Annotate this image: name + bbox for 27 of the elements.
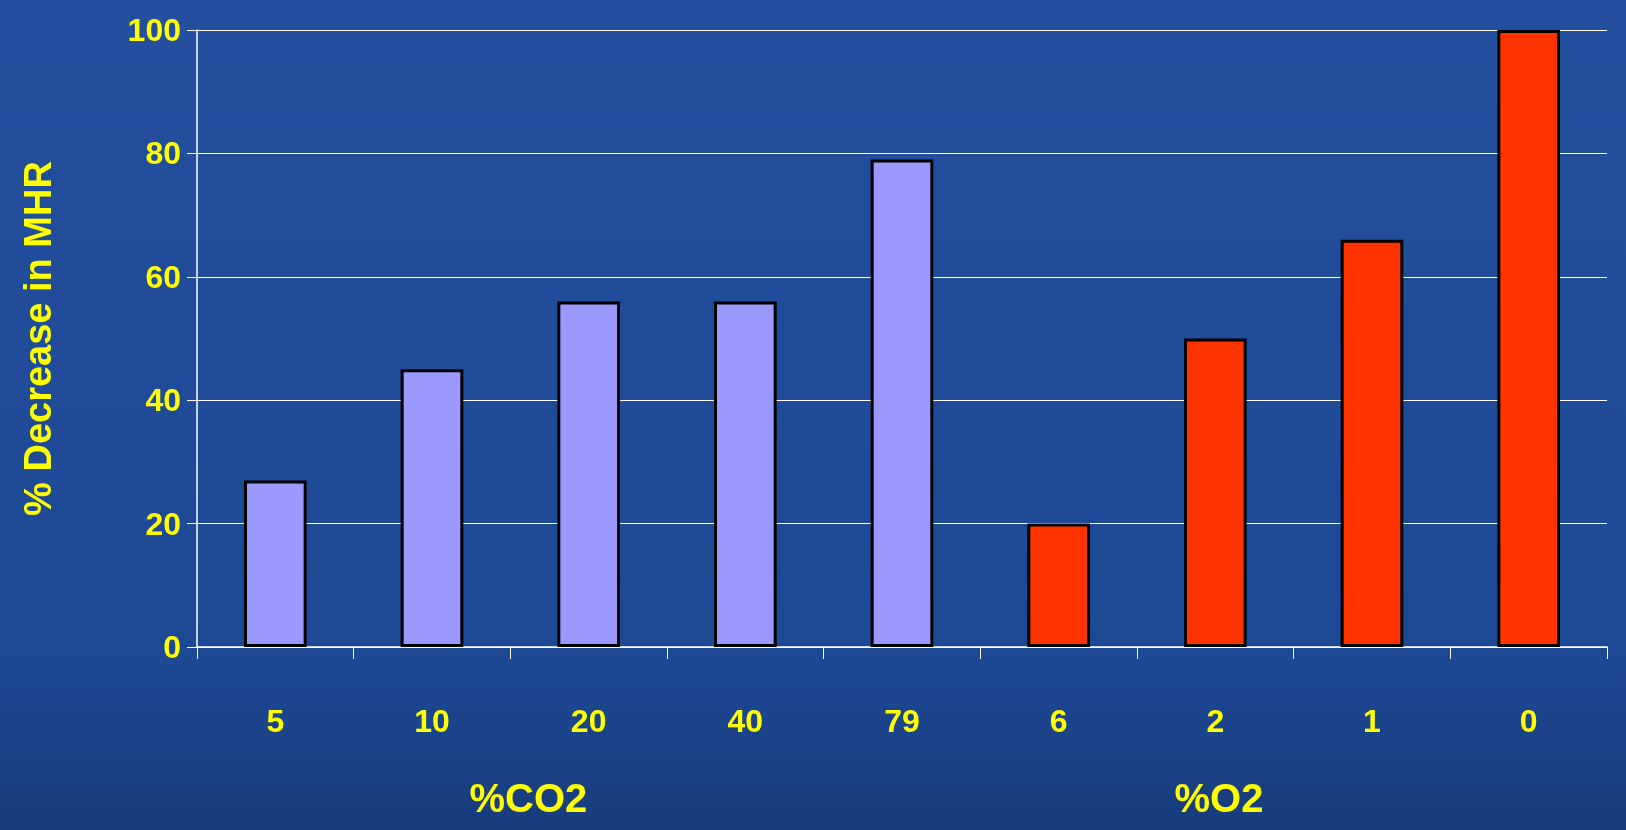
y-tick-label: 0 xyxy=(163,629,181,665)
y-tick-label: 40 xyxy=(145,382,181,419)
bar xyxy=(1340,239,1404,647)
x-tick-label: 1 xyxy=(1363,703,1381,739)
y-tick-label: 80 xyxy=(145,135,181,172)
x-tick-label: 20 xyxy=(570,703,607,739)
x-tick-label: 2 xyxy=(1206,703,1225,739)
x-tick-label: 10 xyxy=(414,703,450,739)
y-tick-label: 20 xyxy=(145,505,181,542)
x-tick-label: 0 xyxy=(1519,703,1538,739)
bar xyxy=(870,159,934,647)
x-tick-label: 6 xyxy=(1049,703,1068,739)
x-tick-label: 40 xyxy=(727,703,764,739)
y-tick-label: 100 xyxy=(127,12,181,48)
bar xyxy=(244,480,307,647)
bar xyxy=(400,369,464,647)
text: %O2 xyxy=(1174,776,1264,820)
y-tick-label: 60 xyxy=(145,258,181,295)
bar xyxy=(714,301,777,647)
bar xyxy=(557,301,620,647)
x-tick-label: 5 xyxy=(266,703,285,739)
bar xyxy=(1497,30,1560,647)
text: %CO2 xyxy=(469,776,588,820)
x-tick-label: 79 xyxy=(884,703,920,739)
bar xyxy=(1184,338,1247,647)
y-axis-title: % Decrease in MHR xyxy=(17,161,59,516)
bar xyxy=(1027,523,1090,647)
